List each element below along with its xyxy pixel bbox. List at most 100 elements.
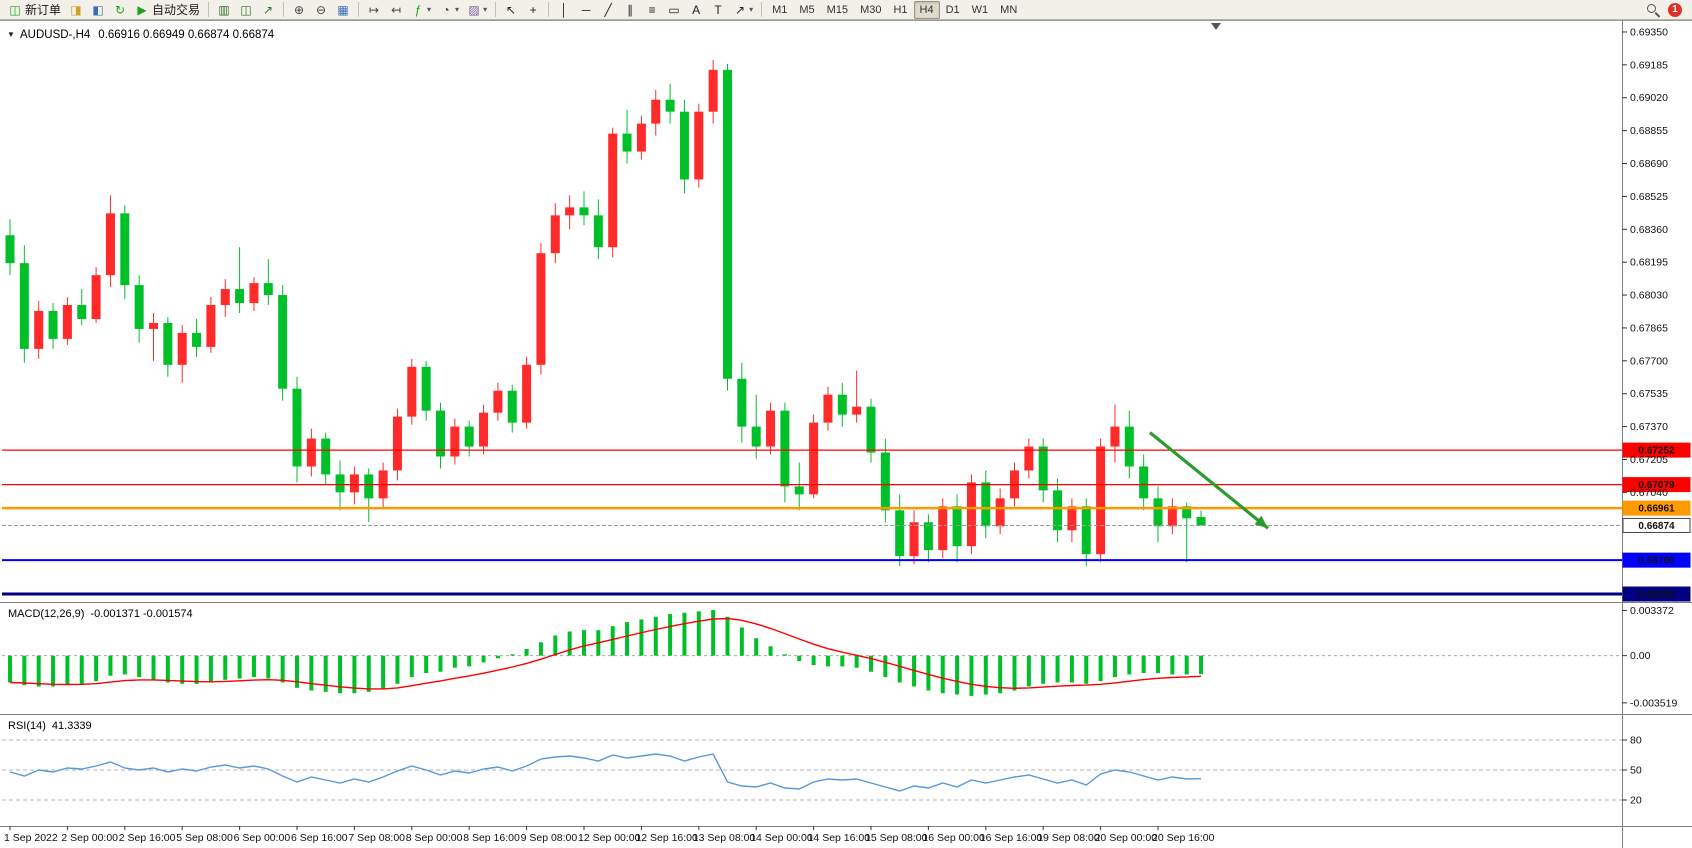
trend-arrow-annotation[interactable] [1148,431,1270,530]
price-tick-label: 0.68855 [1630,125,1668,137]
macd-histogram-bar [1141,655,1146,674]
timeframe-h4-button[interactable]: H4 [913,0,940,19]
search-icon[interactable] [1646,3,1660,17]
candle-body [1124,426,1134,467]
price-tick-label: 0.68360 [1630,224,1668,236]
auto-scroll-icon[interactable]: ↦ [363,1,385,19]
timeframe-m1-button[interactable]: M1 [766,1,793,19]
dropdown-arrow-icon: ▾ [483,5,488,14]
timeframe-w1-button[interactable]: W1 [966,1,995,19]
new-order-button[interactable]: ◫ 新订单 [4,1,65,19]
candle-body [522,364,532,423]
timeframe-d1-button[interactable]: D1 [940,1,966,19]
candle-body [966,482,976,547]
macd-histogram-bar [567,631,572,656]
macd-histogram-bar [223,655,228,680]
candle-body [62,305,72,339]
candle-body [464,426,474,447]
candle-body [737,378,747,427]
timeframe-m5-button[interactable]: M5 [793,1,820,19]
macd-signal-line [9,617,1202,690]
macd-name: MACD(12,26,9) [8,608,84,620]
crosshair-icon[interactable]: + [522,1,544,19]
macd-histogram-bar [940,655,945,694]
price-tick-label: 0.68690 [1630,158,1668,170]
macd-histogram-bar [108,655,113,676]
chart-header: AUDUSD-,H4 0.66916 0.66949 0.66874 0.6687… [20,29,275,41]
shapes-icon[interactable]: ▭ [663,1,685,19]
candle-body [249,283,259,304]
candle-body [1096,446,1106,555]
current-price-label: 0.66874 [1638,521,1675,532]
candle-body [636,123,646,152]
time-tick-label: 16 Sep 16:00 [980,832,1043,844]
notification-badge[interactable]: 1 [1668,2,1682,17]
zoom-in-icon[interactable]: ⊕ [288,1,310,19]
new-order-button-label: 新订单 [25,3,62,17]
candle-body [981,482,991,527]
text-icon[interactable]: A [685,1,707,19]
macd-histogram-bar [1084,655,1089,684]
text-label-icon[interactable]: T [707,1,729,19]
candle-body [651,99,661,124]
candle-body [536,253,546,365]
candle-body [1038,446,1048,491]
channel-icon[interactable]: ∥ [619,1,641,19]
time-tick-label: 6 Sep 16:00 [291,832,348,844]
candle-body [723,69,732,379]
chart-shift-icon: ↤ [391,2,402,17]
indicators-icon[interactable]: ƒ ▾ [407,1,435,19]
trendline-icon[interactable]: ╱ [597,1,619,19]
candlestick-chart-icon[interactable]: ◫ [235,1,257,19]
candle-body [19,263,29,349]
line-chart-icon[interactable]: ↗ [257,1,279,19]
refresh-icon[interactable]: ↻ [109,1,131,19]
periods-icon[interactable]: ◔ ▾ [435,1,463,19]
templates-icon[interactable]: ▨ ▾ [463,1,491,19]
candle-body [823,394,833,423]
macd-histogram-bar [1069,655,1074,683]
auto-trading-button[interactable]: ▶ 自动交易 [131,1,204,19]
price-tick-label: 0.68525 [1630,191,1668,203]
macd-histogram-bar [510,654,515,656]
zoom-out-icon: ⊖ [316,2,327,17]
time-tick-label: 7 Sep 08:00 [348,832,405,844]
timeframe-mn-button[interactable]: MN [994,1,1023,19]
candle-body [479,412,489,447]
candle-body [306,438,316,467]
horizontal-line-icon[interactable]: ─ [575,1,597,19]
text-icon: A [692,2,701,17]
cursor-icon[interactable]: ↖ [500,1,522,19]
macd-histogram-bar [180,655,185,684]
arrows-tool-icon[interactable]: ↗ ▾ [729,1,757,19]
candle-body [321,438,331,475]
tile-windows-icon[interactable]: ▦ [332,1,354,19]
main-toolbar: ◫ 新订单 ◨ ◧ ↻ ▶ 自动交易 ▥ ◫ ↗ ⊕ ⊖ ▦ ↦ ↤ ƒ ▾ ◔ ▾ ▨ ▾ ↖ + │ ─ ╱ ∥ ≡ ▭ A T ↗ ▾ M1… [0,0,1692,20]
timeframe-m15-button[interactable]: M15 [821,1,854,19]
refresh-icon: ↻ [114,2,126,17]
vertical-line-icon[interactable]: │ [553,1,575,19]
candle-body [335,474,345,493]
fibonacci-icon[interactable]: ≡ [641,1,663,19]
zoom-out-icon[interactable]: ⊖ [310,1,332,19]
market-watch-icon[interactable]: ◨ [65,1,87,19]
indicators-icon: ƒ [414,2,422,17]
time-axis[interactable]: 1 Sep 2022 2 Sep 00:00 2 Sep 16:00 5 Sep 08… [4,826,1215,844]
timeframe-h1-button[interactable]: H1 [887,1,913,19]
macd-histogram-bar [467,655,472,667]
chart-shift-marker[interactable] [1211,23,1221,30]
timeframe-m30-button-label: M30 [860,3,882,16]
timeframe-m30-button[interactable]: M30 [854,1,887,19]
chart-menu-icon[interactable]: ▼ [7,30,15,39]
price-tick-label: 0.67535 [1630,388,1668,400]
data-window-icon[interactable]: ◧ [87,1,109,19]
macd-histogram-bar [1199,655,1204,675]
chart-shift-icon[interactable]: ↤ [385,1,407,19]
horizontal-lines-layer [2,449,1622,596]
bar-chart-icon[interactable]: ▥ [213,1,235,19]
macd-histogram-bar [151,655,156,680]
price-tick-label: 0.67700 [1630,355,1668,367]
price-axis[interactable]: 0.67252 0.67079 0.66961 0.66700 0.66530 0.668… [1622,26,1691,807]
